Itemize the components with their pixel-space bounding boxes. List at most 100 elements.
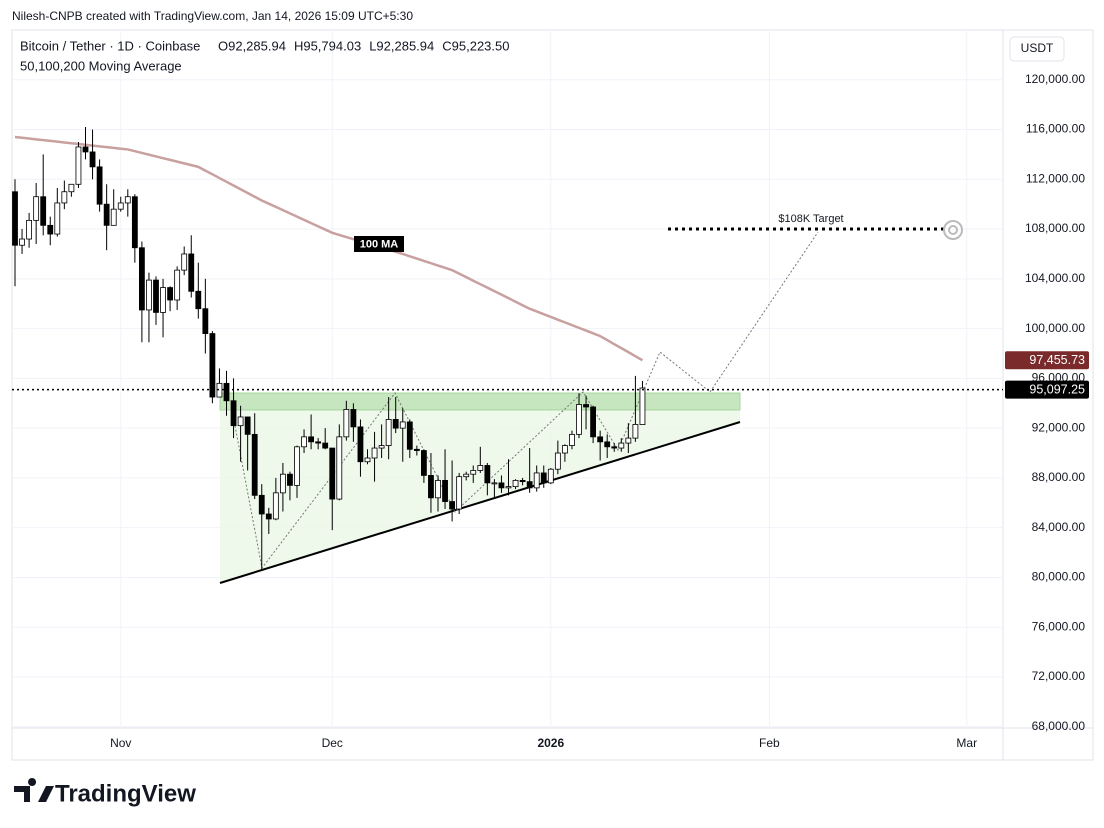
candle-body bbox=[632, 424, 639, 439]
y-tick-label: 84,000.00 bbox=[1032, 520, 1086, 534]
candle-body bbox=[19, 238, 25, 246]
candle-body bbox=[618, 442, 625, 449]
currency-button[interactable] bbox=[1009, 36, 1065, 62]
y-tick-label: 92,000.00 bbox=[1032, 420, 1086, 434]
candle-body bbox=[456, 476, 463, 510]
candle-body bbox=[258, 494, 265, 515]
ohlc-value: H95,794.03 bbox=[294, 38, 361, 53]
y-tick-label: 88,000.00 bbox=[1032, 470, 1086, 484]
candle-body bbox=[294, 446, 300, 486]
candle-body bbox=[512, 480, 519, 488]
candle-body bbox=[378, 445, 385, 449]
candle-body bbox=[124, 196, 131, 204]
candle-body bbox=[322, 442, 329, 449]
brand: TradingView bbox=[14, 778, 196, 807]
projection-path bbox=[231, 231, 819, 570]
candle-body bbox=[597, 436, 604, 443]
x-tick-label: Mar bbox=[956, 736, 977, 750]
price-label-box bbox=[1005, 351, 1089, 370]
attribution: Nilesh-CNPB created with TradingView.com… bbox=[12, 9, 413, 23]
candle-body bbox=[639, 387, 646, 425]
candle-body bbox=[272, 492, 279, 520]
candle-body bbox=[68, 183, 75, 193]
ma-label-box bbox=[354, 236, 404, 252]
y-tick-label: 112,000.00 bbox=[1026, 171, 1085, 185]
candle-body bbox=[583, 404, 589, 408]
candle-body bbox=[89, 151, 96, 168]
candle-body bbox=[442, 480, 448, 502]
candle-body bbox=[350, 409, 357, 428]
candle-body bbox=[26, 219, 33, 240]
candle-body bbox=[399, 421, 406, 429]
candle-body bbox=[202, 308, 209, 334]
candle-body bbox=[364, 457, 371, 463]
y-tick-label: 104,000.00 bbox=[1025, 271, 1085, 285]
x-tick-label: Feb bbox=[759, 736, 780, 750]
support-line bbox=[219, 421, 741, 584]
candle-body bbox=[484, 465, 491, 484]
candle-body bbox=[237, 416, 244, 427]
currency[interactable]: USDT bbox=[1021, 41, 1054, 55]
candle-body bbox=[491, 482, 498, 485]
target-label: $108K Target bbox=[778, 213, 843, 225]
moving-average bbox=[14, 135, 644, 362]
candle-body bbox=[463, 473, 470, 478]
candle-body bbox=[547, 468, 554, 484]
y-tick-label: 72,000.00 bbox=[1032, 669, 1086, 683]
ohlc-header: O92,285.94 H95,794.03 L92,285.94 C95,223.50 bbox=[218, 38, 510, 53]
target-icon bbox=[943, 220, 963, 240]
candle-body bbox=[75, 146, 82, 185]
candle-body bbox=[96, 166, 103, 205]
candle-body bbox=[385, 419, 392, 446]
candle-body bbox=[604, 441, 611, 448]
candle-body bbox=[406, 421, 413, 450]
candle-body bbox=[625, 437, 632, 444]
candle-body bbox=[33, 196, 40, 221]
candle-body bbox=[336, 436, 343, 500]
candle-body bbox=[533, 472, 540, 489]
y-tick-label: 108,000.00 bbox=[1025, 221, 1085, 235]
grid bbox=[12, 30, 1003, 728]
candle-body bbox=[301, 436, 307, 448]
candle-body bbox=[110, 208, 117, 226]
candle-body bbox=[449, 501, 456, 510]
candle-body bbox=[420, 450, 427, 476]
candle-body bbox=[470, 470, 477, 475]
candle-body bbox=[117, 202, 124, 210]
y-tick-label: 120,000.00 bbox=[1025, 72, 1085, 86]
candle-body bbox=[47, 224, 54, 235]
candle-body bbox=[230, 400, 237, 427]
candle-body bbox=[244, 416, 251, 435]
candle-body bbox=[329, 447, 336, 500]
candle-body bbox=[12, 191, 18, 246]
candle-body bbox=[590, 406, 596, 438]
price-label: 97,455.73 bbox=[1029, 353, 1085, 367]
candle-body bbox=[40, 196, 47, 226]
frame bbox=[11, 29, 1094, 761]
candle-body bbox=[343, 409, 350, 438]
candle-body bbox=[562, 445, 568, 454]
candle-body bbox=[209, 333, 216, 398]
candle-body bbox=[54, 202, 61, 235]
candle-body bbox=[61, 191, 68, 204]
candle-body bbox=[251, 433, 258, 496]
resistance-zone bbox=[219, 392, 741, 411]
candle-body bbox=[435, 480, 441, 499]
y-tick-label: 68,000.00 bbox=[1032, 719, 1086, 733]
candle-body bbox=[315, 441, 322, 444]
brand-name: TradingView bbox=[55, 780, 196, 807]
candle-body bbox=[265, 513, 272, 520]
symbol: Bitcoin / Tether · 1D · Coinbase bbox=[20, 38, 200, 53]
candle-body bbox=[477, 465, 484, 471]
y-tick-label: 100,000.00 bbox=[1025, 321, 1085, 335]
candle-body bbox=[554, 452, 561, 470]
marks: 100 MA bbox=[12, 127, 1003, 570]
x-tick-label: Nov bbox=[110, 736, 131, 750]
ohlc-value: L92,285.94 bbox=[369, 38, 434, 53]
candle-body bbox=[195, 290, 202, 310]
x-tick-label: Dec bbox=[322, 736, 343, 750]
ohlc-value: O92,285.94 bbox=[218, 38, 286, 53]
brand-icon bbox=[14, 778, 54, 802]
candle-body bbox=[498, 482, 505, 489]
